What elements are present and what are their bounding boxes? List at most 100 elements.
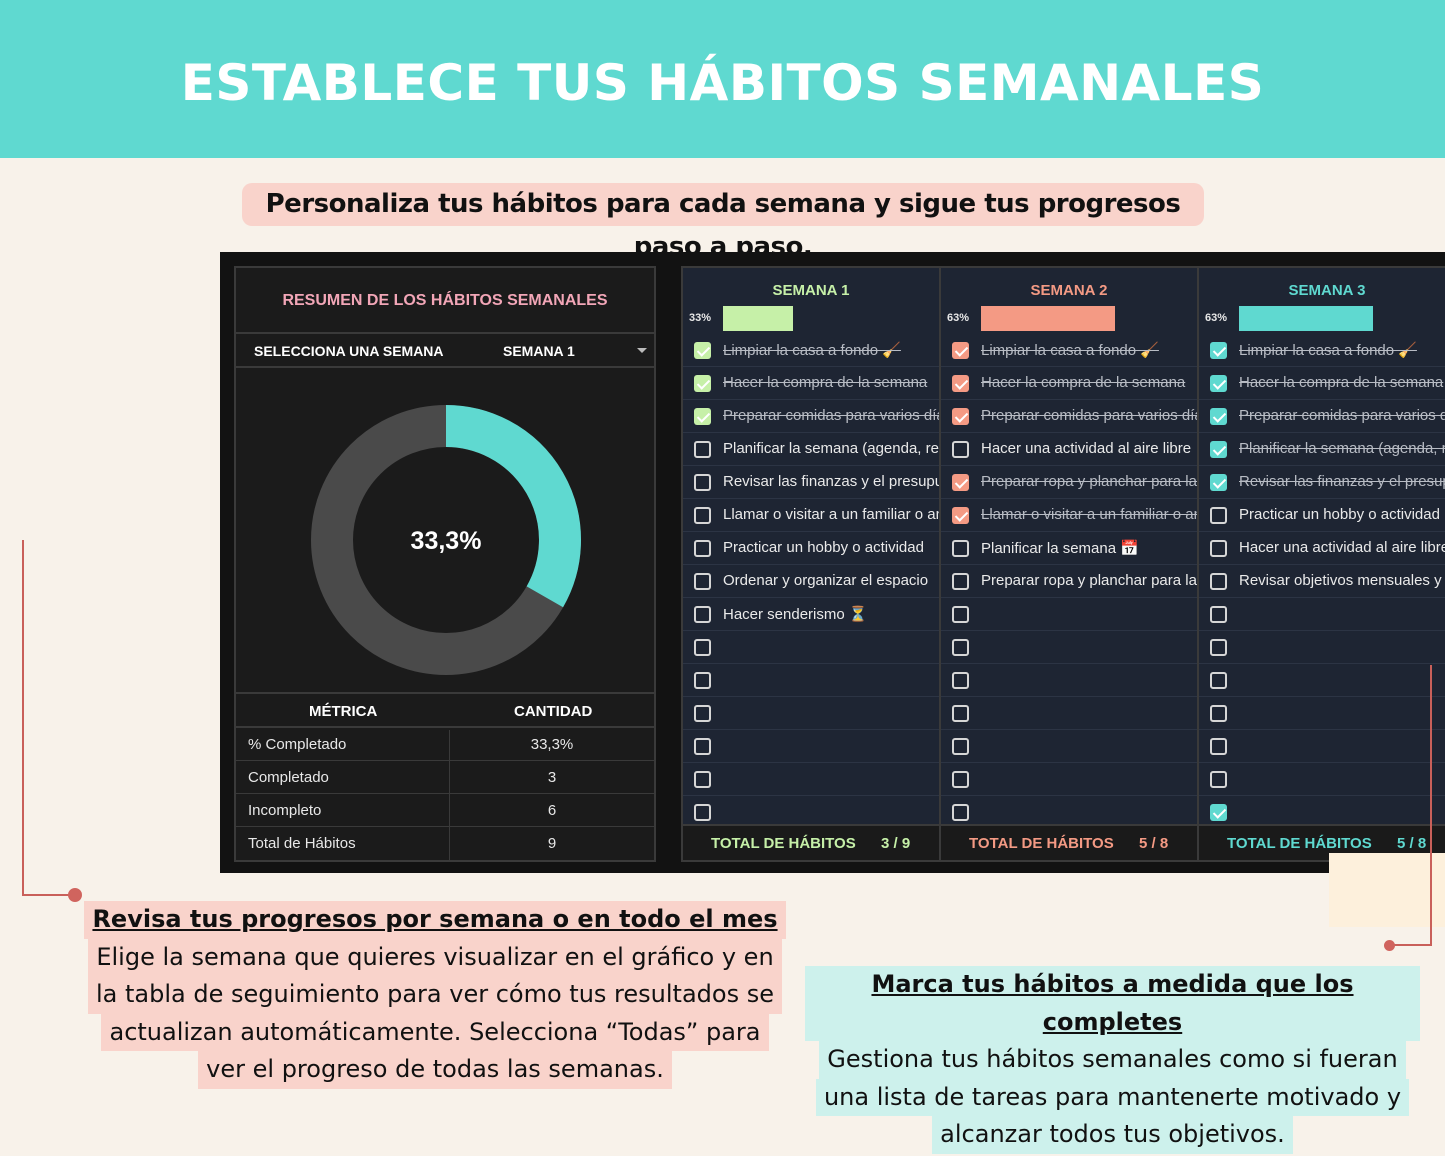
- list-item: [1199, 631, 1445, 664]
- list-item: Revisar las finanzas y el presupuesto: [683, 466, 939, 499]
- habit-checkbox[interactable]: [1210, 672, 1227, 689]
- habit-checkbox[interactable]: [952, 342, 969, 359]
- habit-checkbox[interactable]: [694, 507, 711, 524]
- week-footer: TOTAL DE HÁBITOS 3 / 9: [683, 824, 939, 860]
- habit-checkbox[interactable]: [694, 474, 711, 491]
- habit-checkbox[interactable]: [952, 507, 969, 524]
- metric-name: % Completado: [248, 736, 347, 753]
- habit-checkbox[interactable]: [1210, 375, 1227, 392]
- list-item: Revisar las finanzas y el presupuesto: [1199, 466, 1445, 499]
- habit-checkbox[interactable]: [952, 573, 969, 590]
- habit-checkbox[interactable]: [1210, 507, 1227, 524]
- week-selector-value[interactable]: SEMANA 1: [503, 343, 575, 359]
- donut-label: 33,3%: [411, 527, 482, 555]
- habit-text[interactable]: Llamar o visitar a un familiar o amigo: [981, 506, 1197, 523]
- habit-checkbox[interactable]: [952, 408, 969, 425]
- decorative-panel: [1329, 853, 1445, 927]
- habit-checkbox[interactable]: [694, 540, 711, 557]
- habit-text[interactable]: Hacer senderismo ⏳: [723, 606, 868, 623]
- habit-checkbox[interactable]: [1210, 441, 1227, 458]
- habit-checkbox[interactable]: [694, 771, 711, 788]
- habit-checkbox[interactable]: [952, 639, 969, 656]
- habit-text[interactable]: Planificar la semana (agenda, reuniones): [1239, 440, 1445, 457]
- habit-checkbox[interactable]: [694, 639, 711, 656]
- habit-checkbox[interactable]: [952, 375, 969, 392]
- habit-checkbox[interactable]: [694, 408, 711, 425]
- habit-text[interactable]: Llamar o visitar a un familiar o amigo: [723, 506, 939, 523]
- list-item: [941, 631, 1197, 664]
- habit-checkbox[interactable]: [694, 573, 711, 590]
- list-item: Practicar un hobby o actividad: [1199, 499, 1445, 532]
- total-habits-label: TOTAL DE HÁBITOS: [1227, 835, 1372, 852]
- habit-text[interactable]: Revisar objetivos mensuales y: [1239, 572, 1442, 589]
- habit-text[interactable]: Hacer la compra de la semana: [723, 374, 928, 391]
- habit-checkbox[interactable]: [694, 375, 711, 392]
- habit-text[interactable]: Revisar las finanzas y el presupuesto: [1239, 473, 1445, 490]
- list-item: [683, 763, 939, 796]
- habit-list: Limpiar la casa a fondo 🧹 Hacer la compra…: [1199, 334, 1445, 829]
- list-item: [1199, 664, 1445, 697]
- chevron-down-icon[interactable]: [637, 348, 647, 353]
- habit-checkbox[interactable]: [952, 771, 969, 788]
- habit-text[interactable]: Preparar ropa y planchar para la semana: [981, 572, 1197, 589]
- habit-checkbox[interactable]: [1210, 540, 1227, 557]
- habit-text[interactable]: Practicar un hobby o actividad: [1239, 506, 1440, 523]
- habit-checkbox[interactable]: [952, 474, 969, 491]
- habit-checkbox[interactable]: [952, 606, 969, 623]
- habit-text[interactable]: Preparar ropa y planchar para la semana: [981, 473, 1197, 490]
- habit-checkbox[interactable]: [1210, 408, 1227, 425]
- week-footer: TOTAL DE HÁBITOS 5 / 8: [941, 824, 1197, 860]
- habit-checkbox[interactable]: [1210, 639, 1227, 656]
- habit-checkbox[interactable]: [952, 672, 969, 689]
- habit-text[interactable]: Hacer la compra de la semana: [981, 374, 1186, 391]
- habit-text[interactable]: Preparar comidas para varios días: [723, 407, 939, 424]
- habit-text[interactable]: Ordenar y organizar el espacio: [723, 572, 929, 589]
- habit-text[interactable]: Planificar la semana (agenda, reuniones): [723, 440, 939, 457]
- habit-checkbox[interactable]: [694, 804, 711, 821]
- habit-text[interactable]: Hacer una actividad al aire libre: [981, 440, 1192, 457]
- habit-text[interactable]: Planificar la semana 📅: [981, 540, 1139, 557]
- habit-checkbox[interactable]: [952, 441, 969, 458]
- habit-text[interactable]: Limpiar la casa a fondo 🧹: [1239, 342, 1417, 359]
- habit-checkbox[interactable]: [1210, 804, 1227, 821]
- habit-checkbox[interactable]: [694, 738, 711, 755]
- habit-text[interactable]: Limpiar la casa a fondo 🧹: [981, 342, 1159, 359]
- list-item: [941, 598, 1197, 631]
- habit-checkbox[interactable]: [952, 540, 969, 557]
- metric-value: 3: [547, 769, 557, 786]
- habit-checkbox[interactable]: [694, 705, 711, 722]
- habit-text[interactable]: Preparar comidas para varios días: [1239, 407, 1445, 424]
- habit-checkbox[interactable]: [694, 606, 711, 623]
- habit-checkbox[interactable]: [1210, 606, 1227, 623]
- habit-checkbox[interactable]: [1210, 474, 1227, 491]
- list-item: Limpiar la casa a fondo 🧹: [941, 334, 1197, 367]
- spreadsheet-screenshot: RESUMEN DE LOS HÁBITOS SEMANALES SELECCI…: [220, 252, 1445, 873]
- habit-checkbox[interactable]: [694, 672, 711, 689]
- habit-checkbox[interactable]: [952, 804, 969, 821]
- list-item: Hacer una actividad al aire libre: [1199, 532, 1445, 565]
- habit-text[interactable]: Hacer la compra de la semana: [1239, 374, 1444, 391]
- subtitle: Personaliza tus hábitos para cada semana…: [242, 183, 1204, 262]
- habit-checkbox[interactable]: [1210, 705, 1227, 722]
- habit-checkbox[interactable]: [952, 738, 969, 755]
- habit-checkbox[interactable]: [1210, 342, 1227, 359]
- habit-checkbox[interactable]: [1210, 738, 1227, 755]
- habit-text[interactable]: Practicar un hobby o actividad: [723, 539, 924, 556]
- habit-checkbox[interactable]: [694, 441, 711, 458]
- habit-checkbox[interactable]: [1210, 771, 1227, 788]
- habit-text[interactable]: Revisar las finanzas y el presupuesto: [723, 473, 939, 490]
- callout-right: Marca tus hábitos a medida que los compl…: [805, 966, 1420, 1154]
- callout-line: la tabla de seguimiento para ver cómo tu…: [88, 976, 782, 1014]
- habit-checkbox[interactable]: [952, 705, 969, 722]
- habit-checkbox[interactable]: [694, 342, 711, 359]
- week-selector-label: SELECCIONA UNA SEMANA: [254, 343, 444, 359]
- metric-value: 33,3%: [530, 736, 574, 753]
- list-item: Preparar comidas para varios días: [1199, 400, 1445, 433]
- week-footer: TOTAL DE HÁBITOS 5 / 8: [1199, 824, 1445, 860]
- week-progress-bar: [1239, 306, 1373, 331]
- habit-text[interactable]: Preparar comidas para varios días: [981, 407, 1197, 424]
- week-selector[interactable]: SELECCIONA UNA SEMANA SEMANA 1: [236, 334, 654, 368]
- habit-checkbox[interactable]: [1210, 573, 1227, 590]
- habit-text[interactable]: Hacer una actividad al aire libre: [1239, 539, 1445, 556]
- habit-text[interactable]: Limpiar la casa a fondo 🧹: [723, 342, 901, 359]
